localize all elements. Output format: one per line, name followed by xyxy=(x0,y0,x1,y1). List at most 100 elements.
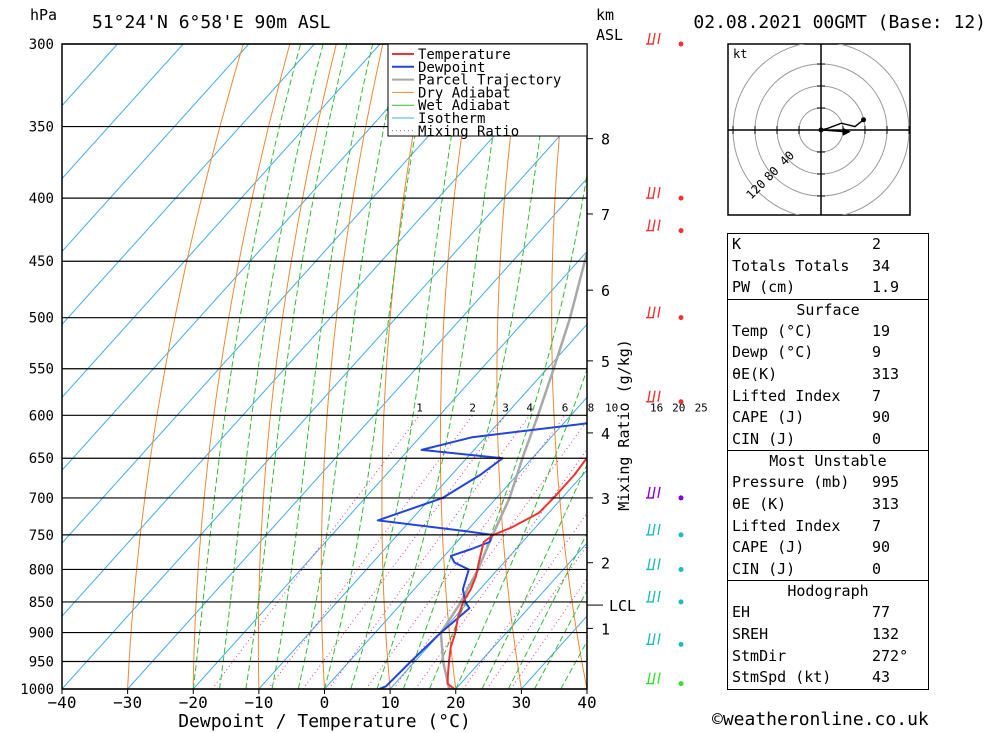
wind-barb-flag xyxy=(657,32,661,45)
wind-barb-dot xyxy=(678,599,684,605)
height-unit-label: km xyxy=(596,6,614,24)
wet-adiabat-line xyxy=(481,463,587,689)
wind-barb-dot xyxy=(678,315,684,321)
dry-adiabat-line xyxy=(496,44,523,689)
index-value: 1.9 xyxy=(872,278,900,297)
isotherm-line xyxy=(258,323,587,689)
height-tick-label: 3 xyxy=(601,490,610,508)
legend-entry: Parcel Trajectory xyxy=(418,73,561,89)
x-tick-label: −20 xyxy=(179,693,208,712)
index-value: 43 xyxy=(872,668,891,687)
hodograph-unit-label: kt xyxy=(733,47,747,61)
wind-barb-flag xyxy=(652,590,656,603)
x-tick-label: 30 xyxy=(512,693,531,712)
index-value: 132 xyxy=(872,624,900,643)
mixing-ratio-label: 6 xyxy=(562,401,569,414)
mixing-ratio-label: 20 xyxy=(672,401,685,414)
wet-adiabat-line xyxy=(534,589,587,689)
index-label: CAPE (J) xyxy=(732,538,805,557)
mixing-ratio-axis-label: Mixing Ratio (g/kg) xyxy=(615,339,633,511)
index-row: CIN (J) 0 xyxy=(728,559,928,581)
wind-barb-flag xyxy=(647,186,651,199)
isotherm-line xyxy=(389,469,587,689)
wind-barb-flag xyxy=(647,633,651,645)
x-tick-label: −40 xyxy=(48,693,77,712)
section-title: Hodograph xyxy=(787,582,869,601)
mixing-ratio-label: 2 xyxy=(469,401,476,414)
isotherm-line xyxy=(127,177,587,689)
x-tick-label: 40 xyxy=(577,693,596,712)
index-row: θE(K) 313 xyxy=(728,364,928,386)
pressure-tick-label: 850 xyxy=(29,595,54,611)
wind-barb xyxy=(646,558,684,572)
pressure-tick-label: 450 xyxy=(29,254,54,270)
wind-barb-dot xyxy=(678,228,684,234)
legend-entry: Dry Adiabat xyxy=(418,85,511,101)
pressure-tick-label: 300 xyxy=(29,37,54,53)
index-label: StmDir xyxy=(732,646,787,665)
x-tick-label: −10 xyxy=(244,693,273,712)
wind-barb-flag xyxy=(647,219,651,231)
pressure-tick-label: 600 xyxy=(29,408,54,424)
pressure-tick-label: 350 xyxy=(29,120,54,136)
pressure-tick-label: 500 xyxy=(29,311,54,327)
wind-barb-dot xyxy=(678,41,684,47)
wind-barb-flag xyxy=(657,523,661,536)
index-value: 272° xyxy=(872,646,909,665)
legend-entry: Isotherm xyxy=(418,111,485,127)
wind-barb-flag xyxy=(647,558,651,570)
height-tick-label: 6 xyxy=(601,282,610,300)
index-label: Dewp (°C) xyxy=(732,343,814,362)
index-label: K xyxy=(732,235,742,253)
height-unit-label-asl: ASL xyxy=(596,26,623,44)
hodograph-section: Hodograph EH 77 SREH 132 StmDir 272° StmSpd… xyxy=(728,580,928,688)
index-value: 313 xyxy=(872,494,900,513)
watermark: ©weatheronline.co.uk xyxy=(712,709,929,730)
wind-barb-flag xyxy=(647,486,651,499)
index-row: CIN (J) 0 xyxy=(728,429,928,451)
index-value: 90 xyxy=(872,408,891,427)
wind-barb-flag xyxy=(657,306,661,318)
index-label: PW (cm) xyxy=(732,278,796,297)
wet-adiabat-line xyxy=(402,44,554,689)
legend-entry: Mixing Ratio xyxy=(418,124,519,140)
wind-barb-flag xyxy=(647,390,651,402)
mixing-ratio-line xyxy=(414,448,587,689)
wind-barb-flag xyxy=(652,390,656,402)
index-value: 34 xyxy=(872,256,891,275)
dry-adiabat-line xyxy=(439,44,477,689)
isotherm-line xyxy=(62,44,381,399)
index-row: SREH 132 xyxy=(728,624,928,646)
wind-barb-flag xyxy=(657,558,661,570)
legend-box xyxy=(387,43,588,137)
x-tick-label: 20 xyxy=(446,693,465,712)
index-label: StmSpd (kt) xyxy=(732,668,832,687)
mixing-ratio-label: 25 xyxy=(695,401,708,414)
index-value: 90 xyxy=(872,538,891,557)
height-tick-label: 8 xyxy=(601,131,610,149)
pressure-tick-label: 950 xyxy=(29,655,54,671)
index-row: EH 77 xyxy=(728,602,928,624)
x-tick-label: 10 xyxy=(380,693,399,712)
wind-barb-flag xyxy=(652,186,656,199)
wind-barb-dot xyxy=(678,681,684,687)
wind-barb-flag xyxy=(647,306,651,318)
index-value: 7 xyxy=(872,386,882,405)
wind-barb xyxy=(646,390,684,405)
wind-barb-dot xyxy=(678,195,684,201)
height-tick-label: 4 xyxy=(601,425,610,443)
isotherm-line xyxy=(62,44,184,180)
wind-barb-dot xyxy=(678,641,684,647)
lcl-label: LCL xyxy=(609,597,636,615)
mixing-ratio-label: 4 xyxy=(526,401,533,414)
dry-adiabat-line xyxy=(127,44,244,689)
index-value: 313 xyxy=(872,364,900,383)
storm-motion-arrowhead xyxy=(842,127,851,136)
isotherm-line xyxy=(455,542,587,689)
wind-barb xyxy=(646,486,684,501)
index-row: Totals Totals 34 xyxy=(728,256,928,278)
